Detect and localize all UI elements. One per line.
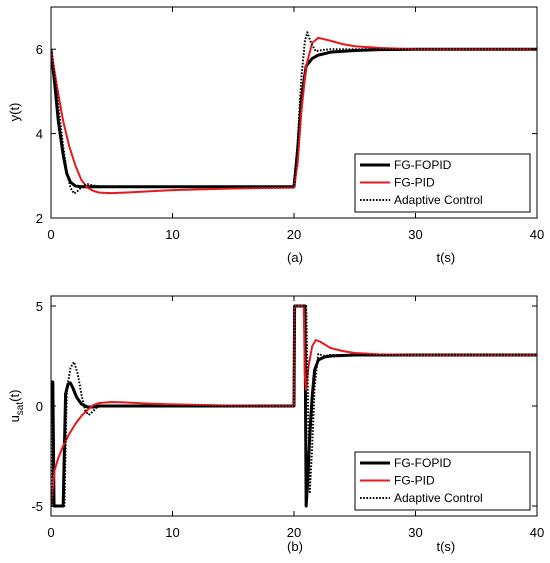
y-tick-label: 4 <box>36 127 43 142</box>
legend-label: FG-FOPID <box>394 456 452 470</box>
x-axis-label: t(s) <box>436 539 455 554</box>
legend-label: Adaptive Control <box>394 193 483 207</box>
legend-label: FG-PID <box>394 474 435 488</box>
x-tick-label: 40 <box>530 525 544 540</box>
legend-label: FG-FOPID <box>394 158 452 172</box>
x-tick-label: 30 <box>408 525 422 540</box>
x-tick-label: 20 <box>287 227 301 242</box>
x-tick-label: 40 <box>530 227 544 242</box>
series-line-adaptive-control <box>51 305 537 507</box>
x-tick-label: 0 <box>47 525 54 540</box>
legend: FG-FOPID FG-PID Adaptive Control <box>354 451 531 511</box>
panel-label: (a) <box>287 250 303 265</box>
series-group <box>51 304 537 508</box>
panel-label: (b) <box>287 539 303 554</box>
x-tick-label: 10 <box>165 227 179 242</box>
series-line-fg-pid <box>51 36 537 195</box>
y-tick-label: -5 <box>31 499 43 514</box>
y-tick-label: 6 <box>36 42 43 57</box>
y-tick-label: 2 <box>36 211 43 226</box>
y-axis-label: y(t) <box>7 103 22 122</box>
y-axis-label: usat(t) <box>7 390 26 423</box>
x-tick-label: 0 <box>47 227 54 242</box>
panel-a: 0 10 20 30 40 2 4 6 (a) t(s) y(t) FG-FOPID FG-PID Ada… <box>7 6 544 265</box>
x-tick-label: 20 <box>287 525 301 540</box>
x-tick-label: 30 <box>408 227 422 242</box>
x-tick-label: 10 <box>165 525 179 540</box>
legend-label: Adaptive Control <box>394 491 483 505</box>
x-axis-label: t(s) <box>436 250 455 265</box>
legend: FG-FOPID FG-PID Adaptive Control <box>354 153 531 213</box>
legend-label: FG-PID <box>394 176 435 190</box>
y-tick-label: 0 <box>36 399 43 414</box>
series-line-adaptive-control <box>51 31 537 195</box>
series-group <box>51 31 537 195</box>
y-tick-label: 5 <box>36 299 43 314</box>
panel-b: 0 10 20 30 40 -5 0 5 (b) t(s) usat(t) FG-FOPID FG-PI… <box>7 295 544 554</box>
